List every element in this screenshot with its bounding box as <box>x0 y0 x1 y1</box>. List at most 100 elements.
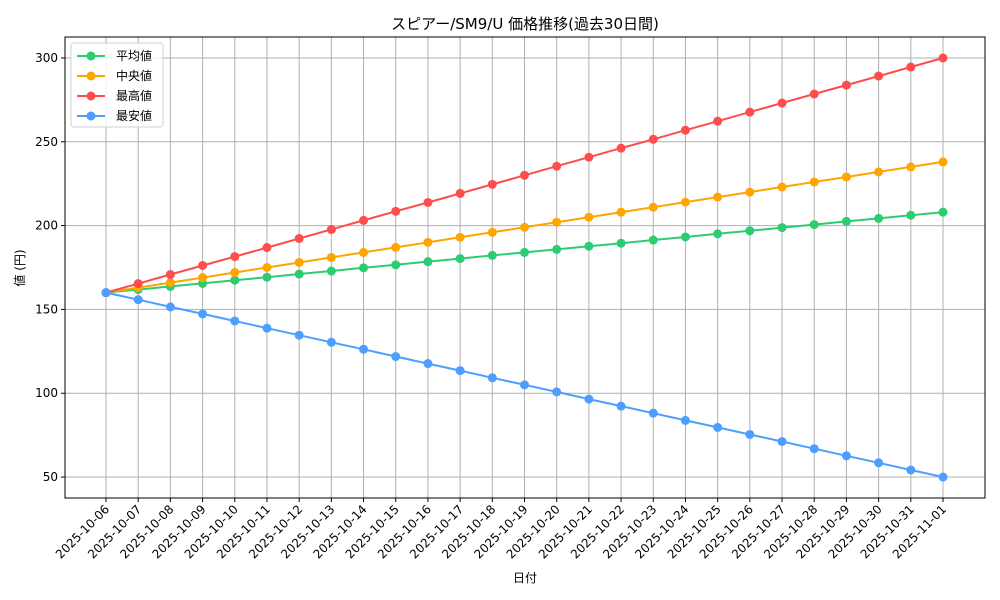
data-point-marker <box>777 437 787 447</box>
data-point-marker <box>520 222 529 232</box>
data-point-marker <box>906 210 916 220</box>
series-2 <box>101 53 948 298</box>
data-point-marker <box>713 422 723 432</box>
y-tick-label: 250 <box>35 135 58 149</box>
data-point-marker <box>262 263 272 272</box>
data-point-marker <box>680 415 690 425</box>
data-point-marker <box>520 380 529 390</box>
data-point-marker <box>745 107 755 117</box>
data-point-marker <box>584 394 594 404</box>
data-point-marker <box>294 233 304 243</box>
data-point-marker <box>874 71 884 81</box>
legend-label: 中央値 <box>116 68 152 83</box>
data-point-marker <box>230 252 240 262</box>
data-point-marker <box>391 242 401 252</box>
data-point-marker <box>101 288 111 298</box>
data-point-marker <box>423 197 433 207</box>
data-point-marker <box>455 232 465 242</box>
y-axis-label: 値 (円) <box>12 249 27 286</box>
data-point-marker <box>230 275 240 285</box>
data-point-marker <box>294 330 304 340</box>
data-point-marker <box>198 309 208 319</box>
data-point-marker <box>487 227 497 237</box>
series-layer <box>101 53 948 482</box>
data-point-marker <box>938 53 948 63</box>
data-point-marker <box>520 170 529 180</box>
data-point-marker <box>552 387 562 397</box>
data-point-marker <box>648 134 658 144</box>
data-point-marker <box>874 458 884 468</box>
data-point-marker <box>455 366 465 376</box>
data-point-marker <box>391 352 401 362</box>
data-point-marker <box>616 401 626 411</box>
legend-label: 平均値 <box>116 48 152 63</box>
data-point-marker <box>294 257 304 267</box>
data-point-marker <box>584 241 594 251</box>
data-point-marker <box>584 212 594 222</box>
data-point-marker <box>777 223 787 233</box>
legend-marker-icon <box>86 71 96 81</box>
data-point-marker <box>165 278 175 288</box>
legend-item: 平均値 <box>77 48 152 63</box>
y-tick-label: 200 <box>35 219 58 233</box>
data-point-marker <box>423 359 433 369</box>
legend-marker-icon <box>86 91 96 101</box>
y-tick-label: 150 <box>35 302 58 316</box>
data-point-marker <box>745 226 755 236</box>
data-point-marker <box>841 216 851 226</box>
data-point-marker <box>294 269 304 279</box>
data-point-marker <box>359 263 369 273</box>
data-point-marker <box>198 273 208 283</box>
data-point-marker <box>262 243 272 253</box>
data-point-marker <box>326 337 336 347</box>
data-point-marker <box>487 179 497 189</box>
data-point-marker <box>230 268 240 278</box>
data-point-marker <box>906 62 916 72</box>
series-1 <box>101 157 948 298</box>
y-tick-label: 50 <box>43 470 58 484</box>
data-point-marker <box>809 177 819 187</box>
data-point-marker <box>198 260 208 270</box>
data-point-marker <box>165 270 175 280</box>
data-point-marker <box>777 98 787 108</box>
data-point-marker <box>841 172 851 182</box>
data-point-marker <box>326 252 336 262</box>
data-point-marker <box>648 408 658 418</box>
data-point-marker <box>326 266 336 276</box>
data-point-marker <box>391 206 401 216</box>
data-point-marker <box>809 220 819 230</box>
x-axis-ticks: 2025-10-062025-10-072025-10-082025-10-09… <box>53 498 949 561</box>
data-point-marker <box>487 373 497 383</box>
data-point-marker <box>745 187 755 197</box>
y-axis-ticks: 50 100 150 200 250 300 <box>35 51 65 484</box>
legend-label: 最安値 <box>116 108 152 123</box>
legend-label: 最高値 <box>116 88 152 103</box>
legend-marker-icon <box>86 111 96 121</box>
data-point-marker <box>165 302 175 312</box>
data-point-marker <box>359 215 369 225</box>
data-point-marker <box>648 202 658 212</box>
data-point-marker <box>938 157 948 167</box>
data-point-marker <box>906 465 916 475</box>
data-point-marker <box>455 188 465 198</box>
y-tick-label: 300 <box>35 51 58 65</box>
data-point-marker <box>326 224 336 234</box>
data-point-marker <box>552 217 562 227</box>
data-point-marker <box>359 344 369 354</box>
data-point-marker <box>713 192 723 202</box>
data-point-marker <box>680 125 690 135</box>
data-point-marker <box>487 250 497 260</box>
data-point-marker <box>359 247 369 257</box>
data-point-marker <box>648 235 658 245</box>
data-point-marker <box>262 323 272 333</box>
legend-box <box>70 42 164 128</box>
data-point-marker <box>809 444 819 454</box>
data-point-marker <box>680 232 690 242</box>
legend-item: 中央値 <box>77 68 152 83</box>
data-point-marker <box>423 237 433 247</box>
data-point-marker <box>680 197 690 207</box>
data-point-marker <box>713 229 723 239</box>
legend-item: 最安値 <box>77 108 152 123</box>
